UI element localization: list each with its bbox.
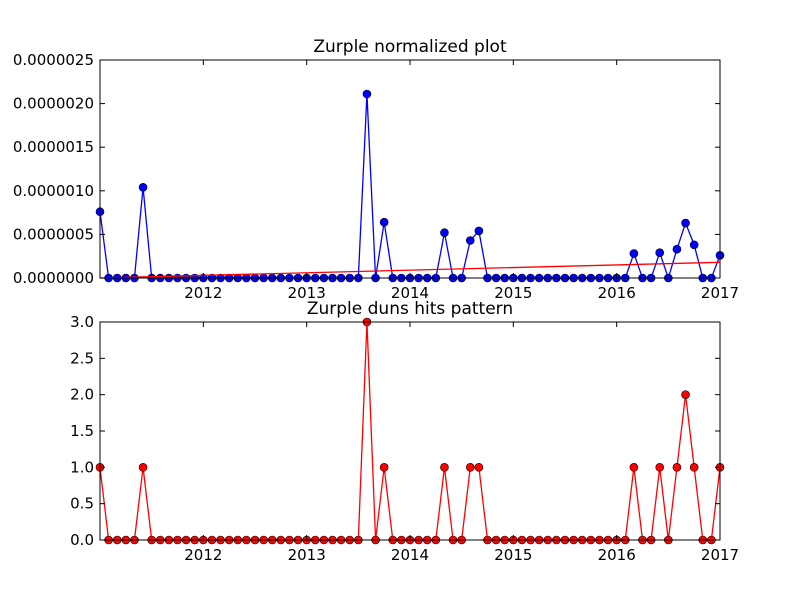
duns-hits-x-tick-label: 2016 (598, 546, 636, 564)
duns-hits-y-tick-label: 2.0 (70, 386, 94, 404)
normalized-x-tick-label: 2016 (598, 284, 636, 302)
duns-hits-series-0-point (379, 463, 389, 472)
duns-hits-y-tick-label: 1.5 (70, 422, 94, 440)
duns-hits-y-axis: 0.0 0.5 1.0 1.5 2.0 2.5 3.0 (70, 313, 720, 549)
normalized-y-tick-label: 0.0000005 (13, 225, 94, 243)
duns-hits-x-tick-label: 2014 (391, 546, 429, 564)
normalized-series-0-point (689, 240, 699, 250)
normalized-x-tick-label: 2015 (494, 284, 532, 302)
normalized-x-tick-label: 2014 (391, 284, 429, 302)
normalized-series-0-point (440, 228, 449, 237)
normalized-x-tick-label: 2017 (701, 284, 739, 302)
normalized-series-0-point (379, 217, 389, 227)
duns-hits-series-0-point (440, 463, 449, 472)
duns-hits-series-0-point (681, 390, 690, 399)
duns-hits-y-tick-label: 3.0 (70, 313, 94, 331)
normalized-series-0-point (672, 244, 682, 254)
normalized-chart: Zurple normalized plot 2012 2013 2014 2015 2… (13, 37, 739, 302)
duns-hits-x-tick-label: 2013 (288, 546, 326, 564)
normalized-series-0-point (681, 218, 690, 228)
duns-hits-x-tick-label: 2015 (494, 546, 532, 564)
duns-hits-series-0-point (655, 463, 665, 472)
duns-hits-chart: Zurple duns hits pattern 2012 2013 2014 201… (70, 299, 739, 564)
normalized-series-0-point (465, 236, 475, 245)
duns-hits-series-0-point (465, 463, 475, 472)
normalized-y-tick-label: 0.0000000 (13, 269, 94, 287)
duns-hits-x-tick-label: 2017 (701, 546, 739, 564)
normalized-x-axis: 2012 2013 2014 2015 2016 2017 (184, 60, 739, 302)
duns-hits-series-0-point (474, 463, 484, 472)
normalized-x-tick-label: 2012 (184, 284, 222, 302)
normalized-chart-title: Zurple normalized plot (313, 37, 507, 57)
normalized-y-tick-label: 0.0000025 (13, 51, 94, 69)
duns-hits-series-0-point (629, 463, 639, 472)
normalized-y-axis: 0.0000000 0.0000005 0.0000010 0.0000015 0.00… (13, 51, 720, 287)
normalized-y-tick-label: 0.0000020 (13, 95, 94, 113)
duns-hits-y-tick-label: 1.0 (70, 458, 94, 476)
duns-hits-x-tick-label: 2012 (184, 546, 222, 564)
duns-hits-y-tick-label: 2.5 (70, 349, 94, 367)
duns-hits-series-0-point (689, 463, 699, 472)
normalized-y-tick-label: 0.0000015 (13, 138, 94, 156)
normalized-series-0-point (629, 249, 639, 258)
duns-hits-series-0-point (138, 463, 148, 472)
normalized-y-tick-label: 0.0000010 (13, 182, 94, 200)
duns-hits-series-0-point (672, 463, 682, 472)
normalized-x-tick-label: 2013 (288, 284, 326, 302)
duns-hits-chart-title: Zurple duns hits pattern (307, 299, 513, 319)
normalized-series-0-point (655, 248, 665, 258)
normalized-series-0-point (474, 226, 484, 236)
duns-hits-y-tick-label: 0.0 (70, 531, 94, 549)
normalized-series-0-point (138, 183, 148, 192)
normalized-series-0-point (362, 89, 372, 99)
duns-hits-y-tick-label: 0.5 (70, 495, 94, 513)
duns-hits-x-axis: 2012 2013 2014 2015 2016 2017 (184, 322, 739, 564)
